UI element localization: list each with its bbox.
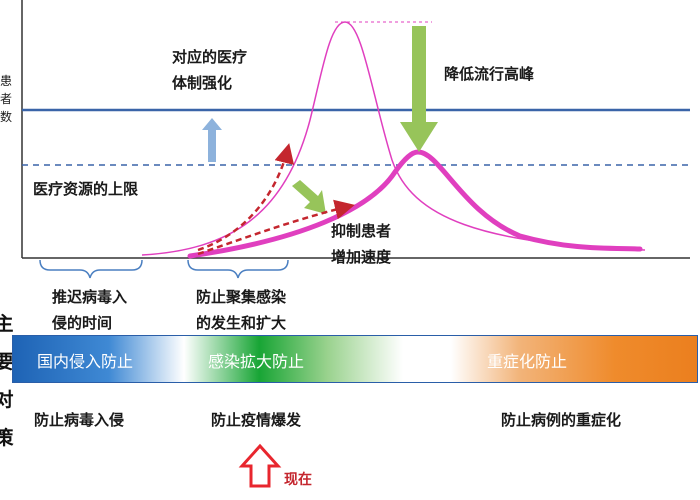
y-axis-label-char: 数: [0, 110, 13, 124]
phase1-brace: [39, 259, 143, 279]
strategy-band: 国内侵入防止 感染拡大防止 重症化防止: [12, 335, 698, 383]
uncontrolled-curve: [141, 21, 646, 256]
band-label-spread: 感染拡大防止: [208, 352, 305, 371]
strategy-label: 主 要 对 策: [0, 313, 14, 449]
y-axis-label-char: 患: [0, 74, 13, 88]
phase-cluster-label: 防止聚集感染 的发生和扩大: [196, 288, 287, 332]
growth-trend-arrow: [197, 143, 295, 252]
phase2-brace: [187, 259, 289, 279]
lower-peak-label: 降低流行高峰: [444, 65, 535, 83]
medical-limit-label: 医疗资源的上限: [33, 180, 139, 198]
y-axis-label-char: 者: [0, 92, 13, 106]
suppress-arrow: [292, 180, 326, 214]
measure-severe: 防止病例的重症化: [501, 411, 622, 429]
suppress-annotation: 抑制患者 增加速度: [331, 222, 392, 266]
now-label: 现在: [284, 472, 312, 488]
flattened-curve: [187, 149, 643, 259]
measure-outbreak: 防止疫情爆发: [211, 411, 302, 429]
phase-delay-label: 推迟病毒入 侵的时间: [52, 288, 128, 332]
capacity-up-arrow: [202, 118, 222, 162]
peak-down-arrow: [400, 26, 438, 152]
now-arrow-icon: [238, 443, 282, 488]
suppressed-trend-arrow: [197, 199, 355, 256]
band-label-entry: 国内侵入防止: [37, 352, 134, 371]
medical-system-annotation: 对应的医疗 体制强化: [172, 48, 248, 92]
measure-entry: 防止病毒入侵: [34, 411, 125, 429]
band-label-severe: 重症化防止: [487, 352, 568, 371]
